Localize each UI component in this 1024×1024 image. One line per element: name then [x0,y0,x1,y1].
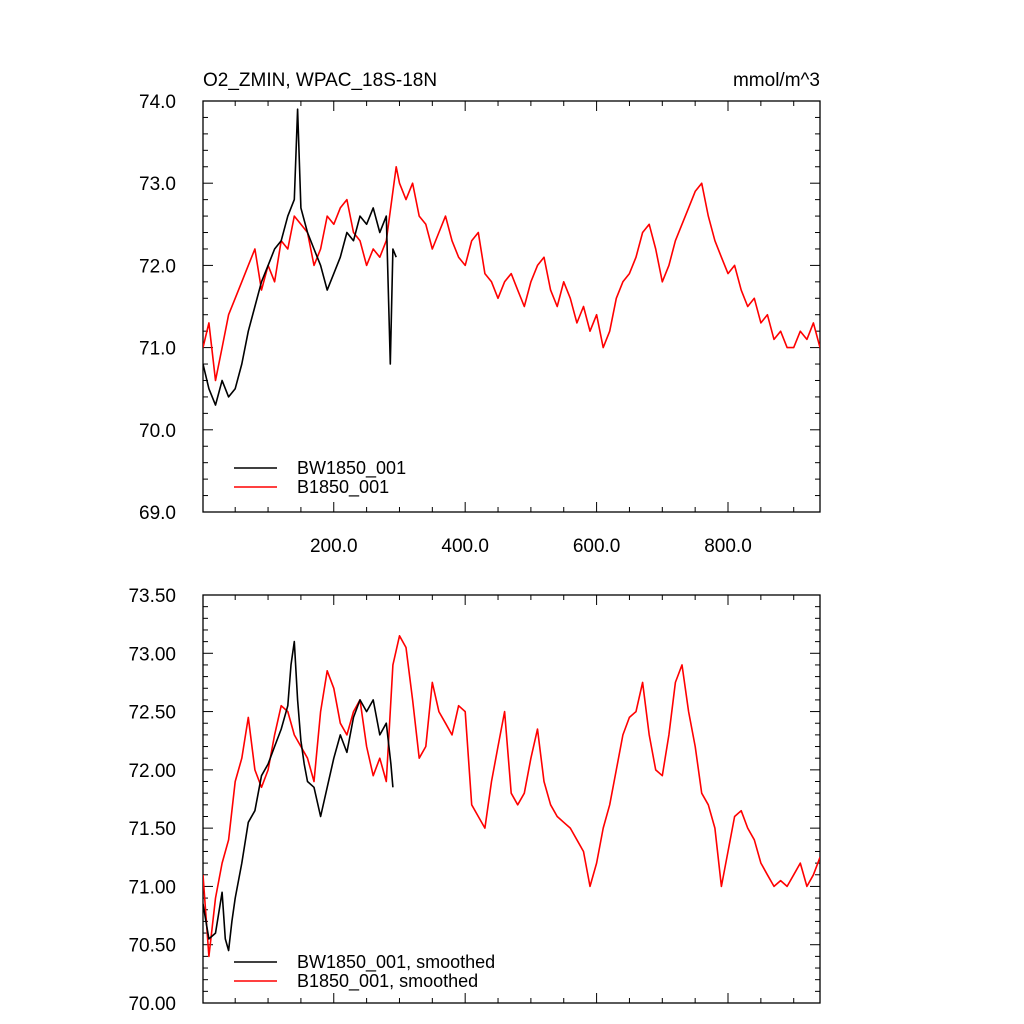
legend-label: B1850_001 [297,477,389,498]
y-tick-label: 70.50 [128,936,176,957]
x-tick-label: 400.0 [441,536,489,557]
y-tick-label: 70.0 [139,421,176,442]
y-tick-label: 73.0 [139,174,176,195]
y-tick-label: 71.00 [128,877,176,898]
y-tick-label: 72.00 [128,761,176,782]
plot-frame [202,594,821,1004]
y-tick-label: 69.0 [139,503,176,524]
y-tick-label: 73.50 [128,586,176,607]
series-bw-line [203,108,397,406]
y-tick-label: 74.0 [139,92,176,113]
plot-frame [202,100,821,513]
x-tick-label: 600.0 [573,536,621,557]
series-b-line [203,166,820,382]
series-bw-line [203,640,394,952]
units-label: mmol/m^3 [733,70,820,91]
legend-label: BW1850_001 [297,458,406,479]
y-tick-label: 70.00 [128,994,176,1015]
top-panel: 200.0 400.0 600.0 800.0 69.0 70.0 71.0 72.0 73.0… [139,92,821,557]
x-tick-label: 200.0 [310,536,358,557]
chart-title: O2_ZMIN, WPAC_18S-18N [203,70,437,91]
y-tick-label: 72.50 [128,703,176,724]
y-tick-label: 73.00 [128,644,176,665]
y-tick-label: 72.0 [139,256,176,277]
y-tick-label: 71.0 [139,339,176,360]
legend-label: BW1850_001, smoothed [297,952,495,973]
series-b-line [203,634,820,958]
bottom-panel: 70.00 70.50 71.00 71.50 72.00 72.50 73.00 73.50… [128,586,821,1015]
x-tick-label: 800.0 [704,536,752,557]
legend-label: B1850_001, smoothed [297,971,478,992]
y-tick-label: 71.50 [128,819,176,840]
